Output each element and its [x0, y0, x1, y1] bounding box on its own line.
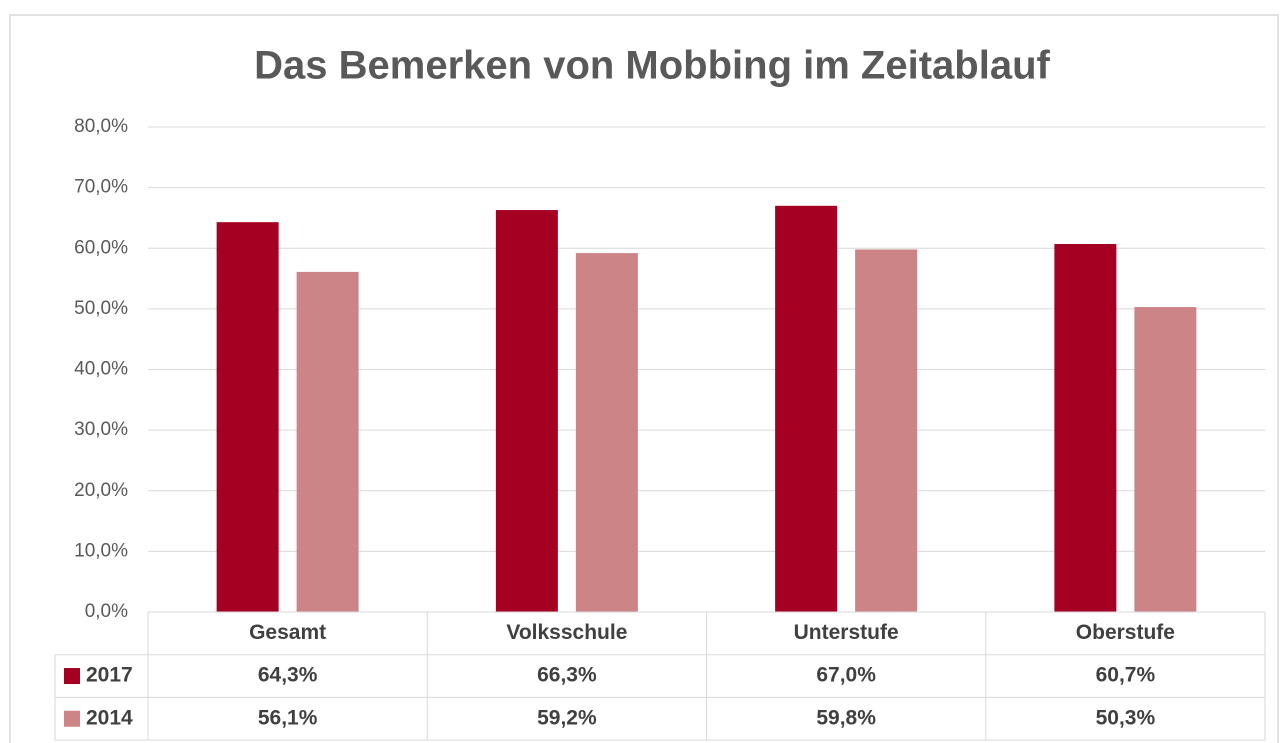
y-tick-label: 50,0% [74, 298, 128, 319]
table-value: 67,0% [816, 664, 876, 687]
x-tick-label: Gesamt [249, 621, 326, 644]
table-value: 60,7% [1096, 664, 1156, 687]
table-value: 56,1% [258, 706, 318, 729]
table-value: 64,3% [258, 664, 318, 687]
y-tick-label: 30,0% [74, 419, 128, 440]
y-tick-label: 0,0% [85, 601, 128, 622]
bar [296, 271, 359, 612]
legend-swatch [64, 710, 80, 727]
bar [216, 222, 279, 612]
bar [775, 205, 838, 612]
table-value: 59,2% [537, 706, 597, 729]
y-tick-label: 60,0% [74, 237, 128, 258]
y-tick-label: 70,0% [74, 177, 128, 198]
legend-label: 2014 [86, 706, 133, 729]
x-tick-label: Unterstufe [794, 621, 899, 644]
bar [575, 253, 638, 612]
chart-title: Das Bemerken von Mobbing im Zeitablauf [254, 44, 1050, 88]
bar [855, 249, 918, 612]
chart-border [9, 14, 1279, 743]
y-tick-label: 20,0% [74, 480, 128, 501]
table-value: 59,8% [816, 706, 876, 729]
x-tick-label: Volksschule [506, 621, 627, 644]
y-tick-label: 40,0% [74, 359, 128, 380]
y-tick-label: 80,0% [74, 116, 128, 137]
legend-label: 2017 [86, 664, 133, 687]
bar [495, 210, 558, 612]
legend-swatch [64, 668, 80, 685]
x-tick-label: Oberstufe [1076, 621, 1175, 644]
bar [1134, 307, 1197, 612]
bar [1054, 244, 1117, 612]
y-tick-label: 10,0% [74, 540, 128, 561]
table-value: 50,3% [1096, 706, 1156, 729]
table-value: 66,3% [537, 664, 597, 687]
